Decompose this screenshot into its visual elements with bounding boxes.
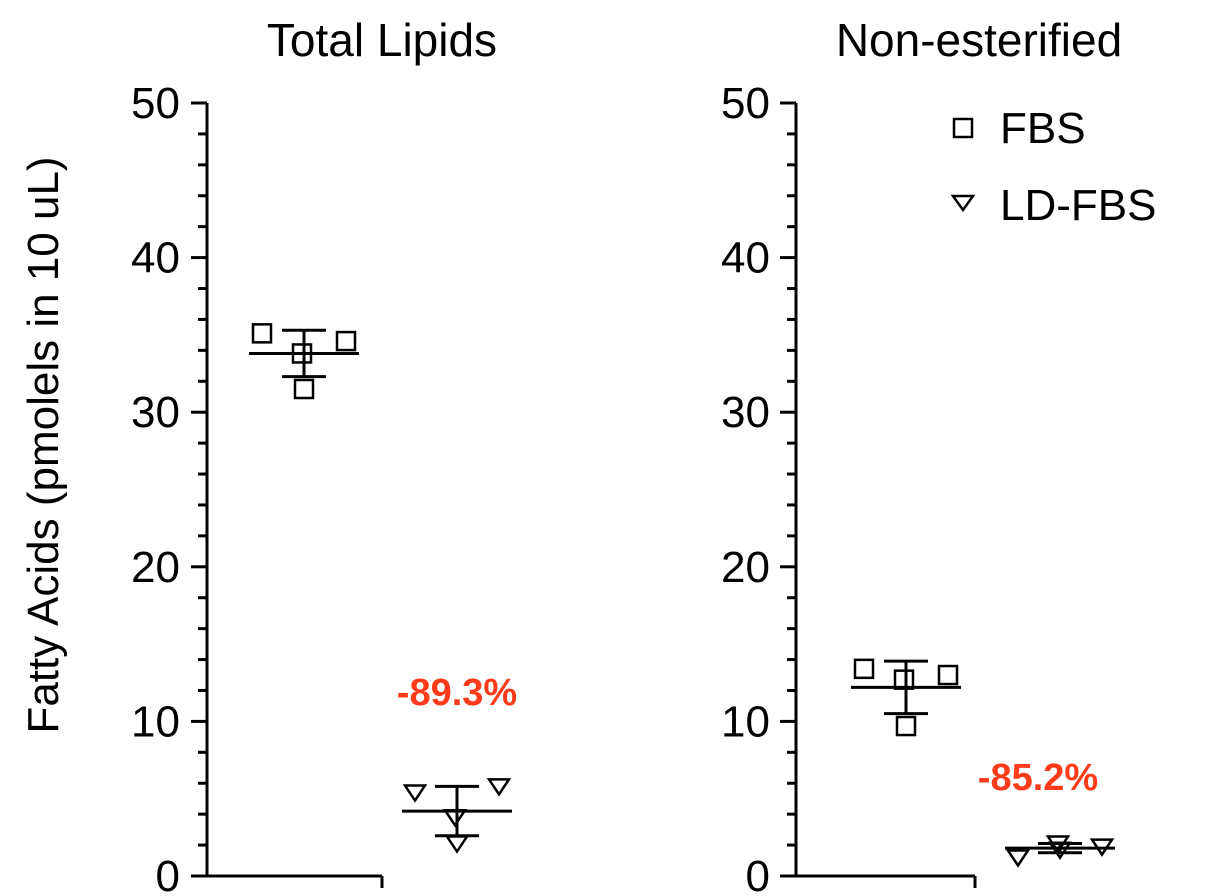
data-point-triangle — [1005, 849, 1031, 868]
y-tick-label: 30 — [131, 388, 180, 437]
y-tick-label: 20 — [131, 543, 180, 592]
triangle-down-marker-icon — [950, 194, 976, 213]
data-point-triangle — [486, 778, 512, 797]
y-axis-label: Fatty Acids (pmolels in 10 uL) — [19, 156, 68, 733]
data-point-square — [853, 658, 875, 680]
y-tick-label: 50 — [721, 79, 770, 128]
y-tick-label: 10 — [131, 697, 180, 746]
data-point-square — [895, 715, 917, 737]
y-tick-label: 30 — [721, 388, 770, 437]
y-tick-label: 20 — [721, 543, 770, 592]
legend-label: FBS — [1000, 104, 1086, 153]
data-point-triangle — [444, 835, 470, 854]
data-point-square — [293, 378, 315, 400]
y-tick-label: 0 — [746, 852, 770, 896]
legend-item-fbs: FBS — [952, 104, 1086, 153]
y-tick-label: 40 — [721, 234, 770, 283]
legend-item-ld-fbs: LD-FBS — [950, 181, 1156, 230]
panel-non-esterified: Non-esterified 0 10 20 30 40 50 -85.2% — [721, 14, 1122, 896]
y-tick-label: 40 — [131, 234, 180, 283]
panel-title: Non-esterified — [836, 14, 1122, 66]
square-marker-icon — [952, 117, 974, 139]
data-point-triangle — [402, 784, 428, 803]
legend-label: LD-FBS — [1000, 181, 1156, 230]
data-point-square — [937, 664, 959, 686]
y-tick-label: 0 — [156, 852, 180, 896]
y-tick-label: 50 — [131, 79, 180, 128]
percent-change-annotation: -85.2% — [978, 757, 1098, 799]
panel-total-lipids: Total Lipids 0 10 20 30 40 50 -89.3% — [131, 14, 517, 896]
data-point-square — [335, 330, 357, 352]
panel-title: Total Lipids — [267, 14, 497, 66]
y-tick-label: 10 — [721, 697, 770, 746]
percent-change-annotation: -89.3% — [397, 672, 517, 714]
legend: FBS LD-FBS — [950, 104, 1156, 230]
data-point-square — [251, 323, 273, 344]
